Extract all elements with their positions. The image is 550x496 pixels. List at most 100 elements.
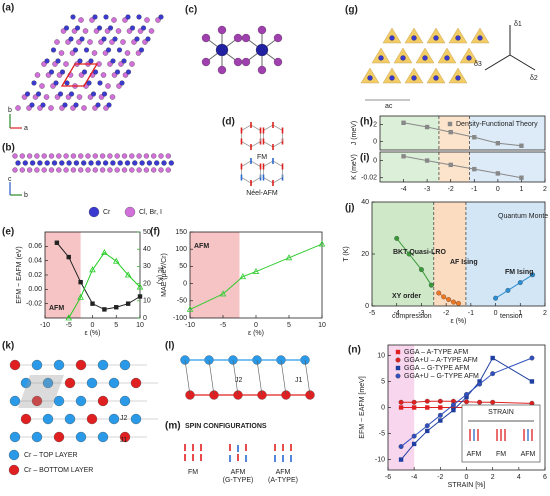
marker (530, 272, 536, 278)
atom (151, 153, 157, 159)
panel-label: (g) (345, 5, 358, 16)
legend-label: GGA – A-TYPE AFM (404, 349, 468, 356)
x-tick-label: -4 (400, 186, 406, 193)
plot-frame (379, 151, 546, 183)
atom (114, 69, 121, 75)
x-tick-label: -3 (424, 186, 430, 193)
atom (41, 153, 47, 159)
atom (56, 153, 62, 159)
label: FM (257, 154, 267, 161)
atom (107, 25, 114, 31)
x-tick-label: 2 (491, 474, 495, 481)
marker (424, 398, 430, 404)
marker (448, 162, 453, 168)
atom (112, 36, 118, 42)
region (372, 202, 434, 306)
annotation: Quantum Monte Carlo (498, 213, 550, 220)
atom (119, 431, 131, 443)
atom (215, 43, 229, 57)
x-tick-label: 1 (519, 186, 523, 193)
atom (241, 33, 251, 43)
marker (441, 294, 447, 300)
label: δ3 (474, 61, 482, 68)
y-tick-label: 50 (179, 263, 187, 270)
marker (437, 398, 443, 404)
atom (86, 413, 98, 425)
atom (92, 153, 98, 159)
atom (165, 153, 171, 159)
marker (517, 280, 523, 286)
atom (105, 83, 111, 89)
marker (436, 290, 442, 296)
x-tick-label: 2 (543, 186, 547, 193)
marker (495, 141, 501, 146)
atom (97, 359, 109, 371)
marker (424, 124, 430, 130)
legend-label: Density-Functional Theory (456, 121, 538, 128)
atom (129, 61, 135, 67)
atom (433, 75, 439, 81)
marker (438, 405, 443, 410)
annotation: AF Ising (450, 259, 478, 266)
x-tick-label: 0 (254, 322, 258, 329)
region (45, 232, 81, 318)
bond (232, 359, 239, 396)
atom (35, 91, 42, 97)
atom (455, 75, 461, 81)
y2-tick-label: 10 (143, 298, 151, 305)
series-line (189, 243, 323, 310)
marker (66, 254, 71, 260)
atom (273, 33, 283, 43)
marker (398, 457, 404, 462)
atom (64, 377, 76, 389)
marker (101, 249, 108, 256)
atom (73, 160, 80, 166)
x-axis-label: ε (%) (248, 330, 264, 337)
marker (451, 299, 457, 305)
marker (186, 305, 194, 312)
atom (54, 39, 60, 45)
atom (97, 80, 103, 86)
atom (85, 167, 91, 173)
legend-label: GGA – G-TYPE AFM (404, 365, 470, 372)
atom (422, 55, 428, 61)
atom (121, 153, 128, 159)
y2-tick-label: 40 (143, 246, 151, 253)
atom (75, 431, 87, 443)
y-tick-label: -5 (379, 430, 385, 437)
atom (15, 105, 21, 111)
label: Néel-AFM (246, 190, 278, 197)
atom (168, 160, 174, 166)
atom (75, 359, 87, 371)
label: STRAIN (488, 409, 514, 416)
atom (125, 14, 131, 20)
panel-label: (h) (360, 117, 373, 128)
label: SPIN CONFIGURATIONS (185, 423, 267, 430)
atom (144, 17, 150, 23)
atom (83, 47, 90, 53)
x-tick-label: 0 (465, 474, 469, 481)
marker (493, 295, 499, 301)
x-tick-label: -5 (66, 322, 72, 329)
atom (31, 431, 43, 443)
atom (201, 33, 211, 43)
marker (78, 279, 83, 285)
atom (455, 35, 461, 41)
atom (55, 58, 61, 64)
atom (44, 160, 50, 166)
x-tick-label: -3 (418, 310, 424, 317)
atom (103, 14, 109, 20)
marker (411, 433, 417, 439)
label: FM (496, 451, 506, 458)
atom (106, 102, 112, 108)
atom (78, 153, 84, 159)
label: J2 (120, 415, 128, 422)
atom (72, 47, 79, 53)
label: ac (385, 103, 393, 110)
atom (136, 167, 142, 173)
atom (108, 413, 120, 425)
atom (24, 91, 31, 97)
region (433, 202, 466, 306)
marker (112, 257, 120, 264)
atom (107, 153, 113, 159)
